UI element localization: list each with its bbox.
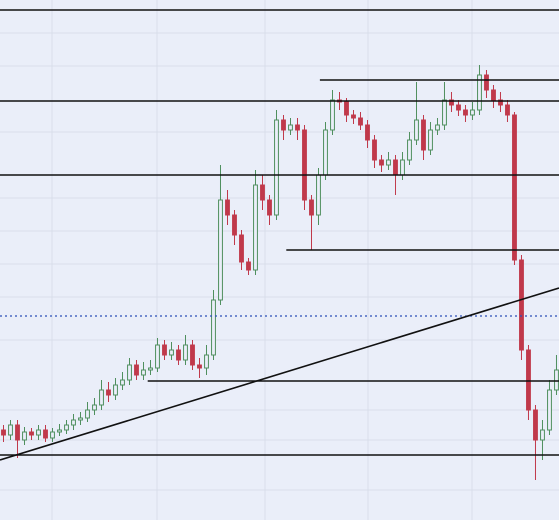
candle-body bbox=[463, 109, 468, 116]
candle-body bbox=[421, 119, 426, 151]
candle-body bbox=[57, 429, 62, 433]
candle-body bbox=[442, 99, 447, 126]
candle-body bbox=[323, 129, 328, 176]
candle-body bbox=[379, 159, 384, 166]
candle-body bbox=[505, 104, 510, 116]
candle-body bbox=[351, 114, 356, 119]
candle-body bbox=[246, 261, 251, 271]
candle-body bbox=[456, 104, 461, 111]
candle-body bbox=[204, 354, 209, 369]
candle-body bbox=[295, 124, 300, 131]
candle-body bbox=[267, 199, 272, 216]
candle-body bbox=[435, 124, 440, 131]
candle-body bbox=[141, 369, 146, 376]
candle-body bbox=[169, 349, 174, 356]
candle-body bbox=[253, 184, 258, 271]
candle-body bbox=[477, 74, 482, 111]
candle-body bbox=[176, 349, 181, 361]
candle-body bbox=[547, 389, 552, 431]
candle-body bbox=[449, 99, 454, 106]
candle-body bbox=[260, 184, 265, 201]
candle-body bbox=[106, 389, 111, 396]
candle-body bbox=[211, 299, 216, 356]
candle-body bbox=[491, 89, 496, 101]
candle-body bbox=[183, 344, 188, 361]
candle-body bbox=[484, 74, 489, 91]
candle-body bbox=[512, 114, 517, 261]
candle-body bbox=[393, 159, 398, 176]
trend-line bbox=[0, 287, 559, 461]
candle-body bbox=[99, 389, 104, 406]
candle-body bbox=[225, 199, 230, 216]
candle-body bbox=[330, 99, 335, 131]
candle-body bbox=[50, 431, 55, 439]
candle-body bbox=[519, 259, 524, 351]
candle-body bbox=[288, 124, 293, 131]
candle-body bbox=[407, 139, 412, 161]
candle-body bbox=[120, 379, 125, 386]
candle-body bbox=[526, 349, 531, 411]
candle-body bbox=[470, 109, 475, 116]
candle-body bbox=[309, 199, 314, 216]
candle-body bbox=[15, 424, 20, 441]
candle-body bbox=[71, 419, 76, 426]
candle-body bbox=[148, 367, 153, 371]
candle-body bbox=[540, 429, 545, 441]
candle-body bbox=[232, 214, 237, 236]
candle-body bbox=[554, 369, 559, 391]
candle-body bbox=[22, 431, 27, 441]
candle-body bbox=[274, 119, 279, 216]
candle-body bbox=[414, 119, 419, 141]
candle-body bbox=[43, 429, 48, 439]
candle-body bbox=[218, 199, 223, 301]
candle-body bbox=[344, 101, 349, 116]
candle-body bbox=[372, 139, 377, 161]
candle-body bbox=[64, 424, 69, 431]
candle-body bbox=[498, 99, 503, 106]
candle-body bbox=[428, 129, 433, 151]
candle-body bbox=[197, 364, 202, 369]
candle-body bbox=[162, 344, 167, 356]
candle-body bbox=[92, 404, 97, 411]
candle-body bbox=[239, 234, 244, 263]
candle-body bbox=[85, 409, 90, 419]
candle-body bbox=[29, 431, 34, 436]
candle-body bbox=[358, 117, 363, 126]
candle-body bbox=[302, 129, 307, 201]
candle-body bbox=[1, 429, 6, 436]
candle-body bbox=[8, 424, 13, 436]
candle-body bbox=[127, 364, 132, 381]
candle-body bbox=[400, 159, 405, 176]
candle-body bbox=[134, 364, 139, 376]
candle-body bbox=[281, 119, 286, 131]
candle-body bbox=[316, 174, 321, 216]
candle-body bbox=[36, 429, 41, 436]
candle-body bbox=[533, 409, 538, 441]
candle-body bbox=[113, 384, 118, 396]
candle-body bbox=[155, 344, 160, 369]
candle-body bbox=[78, 417, 83, 421]
candle-body bbox=[190, 344, 195, 366]
candle-body bbox=[365, 124, 370, 141]
candle-body bbox=[386, 159, 391, 166]
